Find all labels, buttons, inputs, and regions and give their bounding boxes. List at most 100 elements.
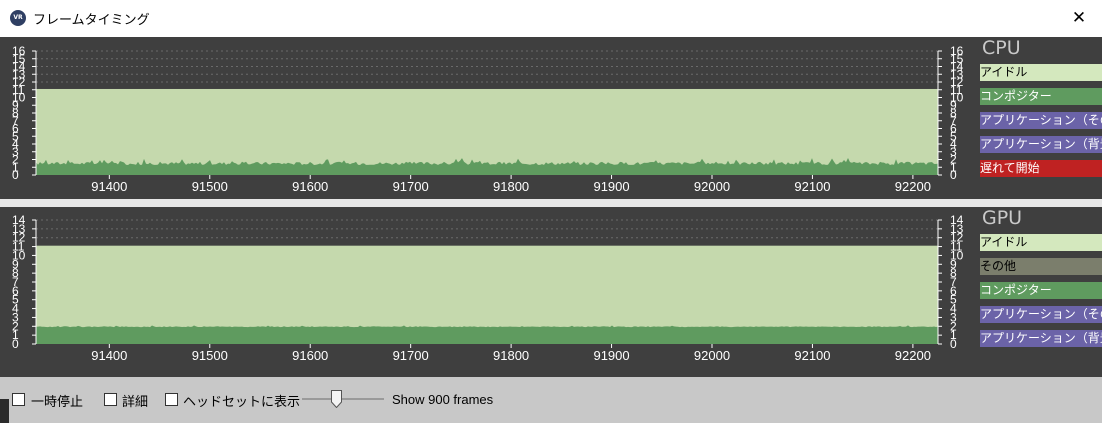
gpu-ytick-label-right: 5: [950, 293, 957, 307]
cpu-ytick-label-right: 12: [950, 75, 964, 89]
cpu-xtick-label: 91900: [593, 179, 629, 194]
cpu-xtick-label: 92200: [895, 179, 931, 194]
cpu-xtick-label: 91400: [91, 179, 127, 194]
cpu-ytick-label-left: 13: [12, 67, 26, 81]
gpu-ytick-label-left: 7: [12, 275, 19, 289]
gpu-ytick-label-right: 14: [950, 213, 964, 227]
cpu-ytick-label-left: 11: [12, 83, 25, 97]
cpu-legend-item[interactable]: アイドル: [980, 64, 1102, 81]
details-checkbox[interactable]: [104, 393, 117, 406]
cpu-ytick-label-left: 12: [12, 75, 26, 89]
gpu-ytick-label-right: 10: [950, 248, 964, 262]
cpu-ytick-label-right: 3: [950, 145, 957, 159]
gpu-title: GPU: [982, 207, 1023, 229]
headset-checkbox[interactable]: [165, 393, 178, 406]
gpu-legend-item[interactable]: アイドル: [980, 234, 1102, 251]
gpu-legend-item[interactable]: コンポジター: [980, 282, 1102, 299]
frames-slider-thumb[interactable]: [331, 390, 342, 408]
cpu-ytick-label-left: 8: [12, 106, 19, 120]
gpu-ytick-label-left: 4: [12, 302, 19, 316]
cpu-xtick-label: 92100: [794, 179, 830, 194]
gpu-xtick-label: 91600: [292, 348, 328, 363]
gpu-ytick-label-left: 0: [12, 337, 19, 351]
gpu-ytick-label-left: 13: [12, 222, 26, 236]
gpu-xtick-label: 91700: [393, 348, 429, 363]
cpu-ytick-label-right: 8: [950, 106, 957, 120]
gpu-ytick-label-left: 6: [12, 284, 19, 298]
cpu-ytick-label-left: 14: [12, 60, 26, 74]
gpu-ytick-label-right: 6: [950, 284, 957, 298]
cpu-legend-panel: CPU アイドルコンポジターアプリケーション（その他アプリケーション（背景遅れて…: [973, 37, 1102, 199]
control-bar: [0, 377, 1102, 423]
cpu-ytick-label-left: 5: [12, 129, 19, 143]
cpu-ytick-label-right: 2: [950, 153, 957, 167]
gpu-ytick-label-right: 3: [950, 310, 957, 324]
close-button[interactable]: ✕: [1071, 8, 1087, 28]
cpu-ytick-label-right: 7: [950, 114, 957, 128]
gpu-ytick-label-left: 3: [12, 310, 19, 324]
chart-separator: [0, 199, 1102, 207]
gpu-ytick-label-right: 11: [950, 240, 963, 254]
cpu-ytick-label-right: 5: [950, 129, 957, 143]
gpu-ytick-label-right: 1: [950, 328, 957, 342]
cpu-ytick-label-right: 0: [950, 168, 957, 182]
cpu-xtick-label: 92000: [694, 179, 730, 194]
gpu-ytick-label-left: 11: [12, 240, 25, 254]
vr-icon: VR: [10, 10, 26, 26]
cpu-ytick-label-left: 1: [12, 160, 19, 174]
cpu-legend-item[interactable]: 遅れて開始: [980, 160, 1102, 177]
cpu-title: CPU: [982, 37, 1021, 59]
gpu-legend-item[interactable]: アプリケーション（その他: [980, 306, 1102, 323]
cpu-ytick-label-right: 9: [950, 98, 957, 112]
gpu-legend-item[interactable]: その他: [980, 258, 1102, 275]
cpu-compositor-area: [36, 158, 938, 175]
cpu-xtick-label: 91600: [292, 179, 328, 194]
gpu-ytick-label-right: 4: [950, 302, 957, 316]
cpu-xtick-label: 91500: [192, 179, 228, 194]
cpu-ytick-label-left: 0: [12, 168, 19, 182]
cpu-idle-area: [36, 88, 938, 175]
details-label: 詳細: [122, 395, 149, 410]
window-title: フレームタイミング: [33, 13, 150, 28]
gpu-ytick-label-right: 9: [950, 257, 957, 271]
gpu-ytick-label-left: 14: [12, 213, 26, 227]
gpu-legend-item[interactable]: アプリケーション（背景: [980, 330, 1102, 347]
cpu-ytick-label-right: 13: [950, 67, 964, 81]
gpu-xtick-label: 91500: [192, 348, 228, 363]
cpu-legend-item[interactable]: コンポジター: [980, 88, 1102, 105]
bottom-left-edge: [0, 399, 9, 423]
pause-checkbox[interactable]: [12, 393, 25, 406]
gpu-ytick-label-left: 8: [12, 266, 19, 280]
cpu-ytick-label-right: 10: [950, 91, 964, 105]
cpu-ytick-label-left: 9: [12, 98, 19, 112]
frames-slider-track[interactable]: [302, 398, 384, 400]
cpu-ytick-label-left: 10: [12, 91, 26, 105]
gpu-xtick-label: 92200: [895, 348, 931, 363]
cpu-ytick-label-left: 7: [12, 114, 19, 128]
cpu-ytick-label-right: 1: [950, 160, 957, 174]
cpu-ytick-label-right: 16: [950, 44, 964, 58]
gpu-ytick-label-right: 0: [950, 337, 957, 351]
cpu-ytick-label-right: 15: [950, 52, 964, 66]
title-bar: VR フレームタイミング ✕: [0, 0, 1102, 37]
gpu-xtick-label: 92000: [694, 348, 730, 363]
gpu-xtick-label: 92100: [794, 348, 830, 363]
gpu-ytick-label-right: 13: [950, 222, 964, 236]
gpu-ytick-label-left: 1: [12, 328, 19, 342]
gpu-ytick-label-right: 8: [950, 266, 957, 280]
cpu-ytick-label-right: 14: [950, 60, 964, 74]
gpu-ytick-label-left: 2: [12, 319, 19, 333]
cpu-legend-item[interactable]: アプリケーション（その他: [980, 112, 1102, 129]
gpu-ytick-label-left: 9: [12, 257, 19, 271]
cpu-ytick-label-right: 6: [950, 122, 957, 136]
gpu-ytick-label-right: 7: [950, 275, 957, 289]
gpu-ytick-label-left: 5: [12, 293, 19, 307]
frames-label: Show 900 frames: [392, 392, 494, 407]
cpu-legend-item[interactable]: アプリケーション（背景: [980, 136, 1102, 153]
gpu-compositor-area: [36, 325, 938, 344]
cpu-xtick-label: 91700: [393, 179, 429, 194]
cpu-ytick-label-left: 16: [12, 44, 26, 58]
gpu-ytick-label-right: 2: [950, 319, 957, 333]
